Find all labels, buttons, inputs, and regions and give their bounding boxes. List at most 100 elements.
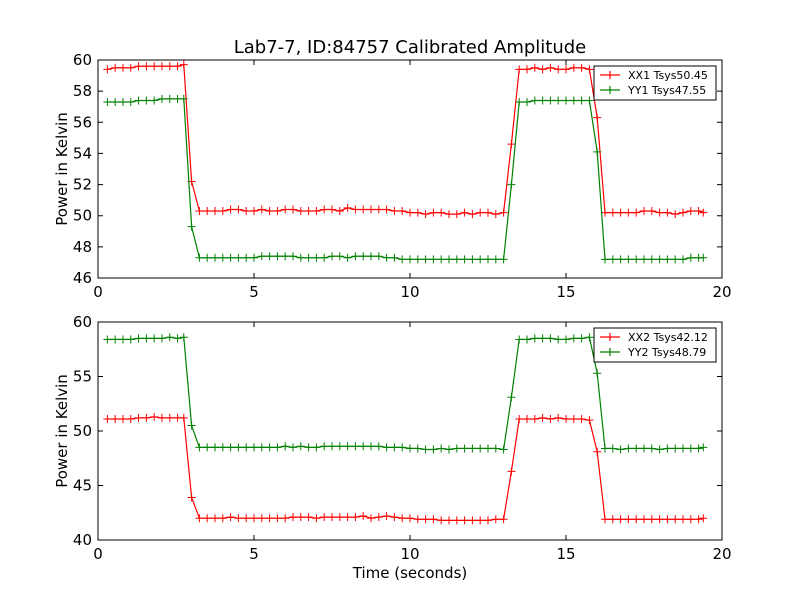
data-point — [406, 444, 414, 453]
data-point — [569, 334, 578, 343]
data-point — [655, 445, 664, 454]
data-point — [484, 208, 492, 217]
data-point — [484, 516, 492, 525]
data-point — [624, 208, 633, 217]
data-point — [367, 252, 375, 261]
data-point — [374, 513, 383, 522]
data-point — [126, 415, 135, 424]
data-point — [374, 252, 383, 261]
data-point — [103, 98, 112, 107]
legend-label: XX2 Tsys42.12 — [628, 331, 708, 344]
data-point — [390, 513, 399, 522]
data-point — [351, 252, 360, 261]
data-point — [671, 255, 680, 264]
data-point — [273, 514, 282, 523]
legend-label: YY2 Tsys48.79 — [627, 346, 706, 359]
data-point — [328, 513, 336, 522]
data-point — [538, 96, 547, 105]
data-point — [374, 442, 383, 451]
data-point — [499, 445, 508, 454]
data-point — [699, 253, 708, 262]
data-point — [538, 334, 547, 343]
legend-box — [593, 327, 717, 363]
data-point — [406, 255, 414, 264]
data-point — [335, 442, 344, 451]
data-point — [320, 253, 329, 262]
data-point — [265, 514, 274, 523]
data-point — [593, 447, 602, 456]
data-point — [296, 207, 305, 216]
y-tick-label: 55 — [73, 368, 92, 386]
data-point — [382, 205, 391, 214]
data-point — [250, 443, 258, 452]
data-point — [476, 444, 485, 453]
data-point — [515, 65, 524, 74]
y-tick-label: 56 — [73, 113, 92, 131]
data-point — [413, 255, 422, 264]
data-point — [679, 444, 687, 453]
data-point — [554, 65, 563, 74]
data-point — [382, 253, 391, 262]
data-point — [257, 514, 266, 523]
data-point — [390, 207, 399, 216]
data-point — [593, 147, 602, 156]
data-point — [640, 207, 648, 216]
data-point — [187, 222, 196, 231]
data-point — [460, 444, 469, 453]
data-point — [632, 208, 641, 217]
data-point — [382, 443, 391, 452]
data-point — [647, 255, 656, 264]
legend-swatch — [600, 71, 620, 79]
data-point — [429, 255, 438, 264]
data-point — [250, 514, 258, 523]
data-point — [234, 253, 243, 262]
data-point — [655, 515, 664, 524]
data-point — [671, 515, 680, 524]
x-tick-label: 0 — [93, 283, 103, 301]
data-point — [351, 513, 360, 522]
data-point — [429, 445, 438, 454]
data-point — [429, 515, 438, 524]
data-point — [546, 96, 555, 105]
series-line-0-1 — [107, 98, 704, 260]
data-point — [320, 205, 329, 214]
y-tick-label: 40 — [73, 531, 92, 549]
data-point — [296, 253, 305, 262]
data-point — [647, 444, 656, 453]
data-point — [679, 208, 687, 217]
x-tick-label: 20 — [712, 545, 731, 563]
data-point — [445, 516, 453, 525]
top-ylabel: Power in Kelvin — [53, 112, 71, 226]
data-point — [374, 205, 383, 214]
data-point — [686, 515, 695, 524]
x-tick-label: 15 — [556, 545, 575, 563]
data-point — [679, 255, 687, 264]
data-point — [195, 514, 204, 523]
data-point — [608, 255, 617, 264]
data-point — [406, 208, 414, 217]
data-point — [242, 253, 251, 262]
data-point — [655, 255, 664, 264]
x-tick-label: 20 — [712, 283, 731, 301]
y-tick-label: 52 — [73, 176, 92, 194]
data-point — [296, 442, 305, 451]
data-point — [632, 444, 641, 453]
data-point — [157, 62, 166, 71]
data-point — [134, 334, 143, 343]
y-tick-label: 50 — [73, 207, 92, 225]
data-point — [265, 443, 274, 452]
data-point — [507, 180, 516, 189]
data-point — [359, 252, 368, 261]
data-point — [460, 255, 469, 264]
data-point — [593, 113, 602, 122]
legend-box — [593, 65, 717, 101]
data-point — [234, 443, 243, 452]
data-point — [226, 253, 235, 262]
data-point — [312, 253, 321, 262]
data-point — [577, 63, 586, 72]
data-point — [468, 255, 477, 264]
data-point — [460, 516, 469, 525]
x-tick-label: 0 — [93, 545, 103, 563]
data-point — [429, 208, 438, 217]
data-point — [111, 63, 120, 72]
